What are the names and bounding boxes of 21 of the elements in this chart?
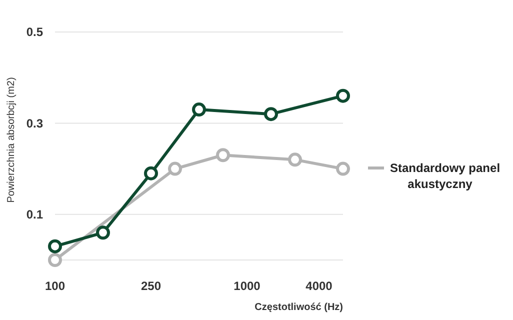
y-tick-label: 0.1: [26, 208, 44, 222]
point: [264, 107, 278, 122]
x-tick-label: 100: [44, 279, 66, 293]
point: [144, 166, 158, 180]
point: [192, 102, 206, 117]
y-tick-label: 0.5: [26, 25, 44, 40]
point: [216, 148, 230, 162]
x-tick-label: 250: [140, 279, 162, 293]
point: [48, 239, 62, 254]
point: [288, 152, 302, 167]
x-tick-label: 4000: [306, 279, 333, 293]
point: [336, 162, 350, 176]
x-axis-title: Częstotliwość (Hz): [254, 302, 343, 313]
y-axis-title: Powierzchnia absorbcji (m2): [6, 77, 17, 203]
point: [168, 162, 182, 176]
point: [336, 88, 350, 103]
point: [96, 226, 110, 240]
point: [48, 253, 62, 267]
x-tick-label: 1000: [234, 279, 261, 293]
legend-label: Standardowy panel akustyczny: [390, 161, 500, 191]
y-tick-label: 0.3: [26, 116, 44, 130]
